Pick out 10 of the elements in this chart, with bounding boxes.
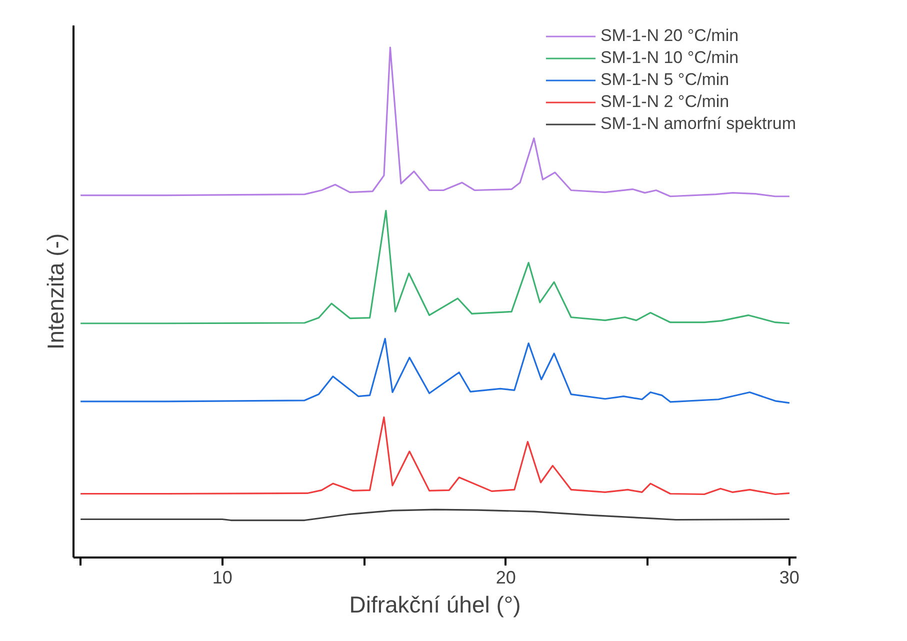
legend-label: SM-1-N amorfní spektrum	[600, 113, 796, 135]
x-tick-label: 30	[779, 568, 800, 588]
legend-label: SM-1-N 2 °C/min	[600, 91, 730, 113]
x-tick-label: 10	[212, 568, 232, 588]
x-tick-label: 20	[496, 568, 516, 588]
y-axis-title: Intenzita (-)	[42, 233, 68, 350]
legend-label: SM-1-N 5 °C/min	[600, 69, 730, 91]
x-axis-title: Difrakční úhel (°)	[349, 592, 521, 618]
legend-label: SM-1-N 10 °C/min	[600, 47, 739, 69]
legend-label: SM-1-N 20 °C/min	[600, 25, 739, 47]
